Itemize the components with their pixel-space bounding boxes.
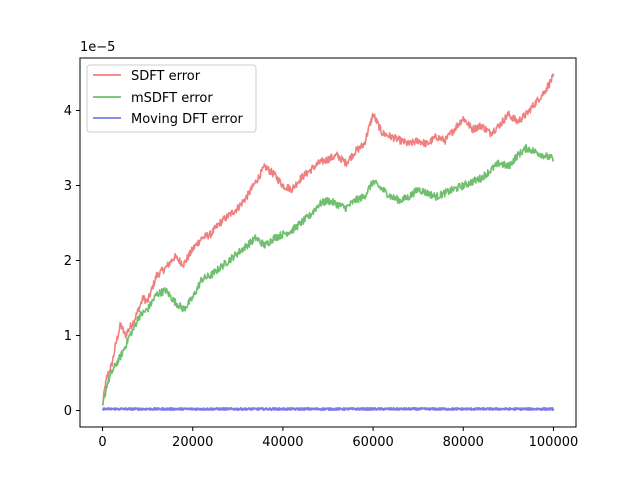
y-tick-label: 4	[64, 104, 72, 119]
y-axis: 0 1 2 3 4	[64, 104, 80, 419]
x-axis: 0 20000 40000 60000 80000 100000	[98, 427, 578, 450]
legend-box	[86, 64, 257, 133]
y-tick-label: 3	[64, 179, 72, 194]
legend-label-msdft: mSDFT error	[131, 91, 213, 106]
series-line-moving-dft	[101, 407, 555, 411]
legend-label-sdft: SDFT error	[131, 69, 201, 84]
series-line-msdft	[101, 143, 555, 405]
x-tick-label: 20000	[172, 435, 213, 450]
x-tick-label: 40000	[262, 435, 303, 450]
legend-label-moving-dft: Moving DFT error	[131, 112, 244, 127]
y-tick-label: 2	[64, 254, 72, 269]
series-layer	[101, 73, 555, 411]
x-tick-label: 60000	[352, 435, 393, 450]
x-tick-label: 0	[98, 435, 106, 450]
legend: SDFT error mSDFT error Moving DFT error	[86, 64, 257, 133]
y-offset-label: 1e−5	[80, 40, 115, 55]
plot-area: 0 20000 40000 60000 80000 100000 0 1 2 3 4 1e−5	[64, 40, 579, 450]
x-tick-label: 100000	[529, 435, 579, 450]
series-line-sdft	[101, 73, 555, 406]
axes-frame	[79, 57, 577, 428]
y-tick-label: 1	[64, 329, 72, 344]
x-tick-label: 80000	[443, 435, 484, 450]
y-tick-label: 0	[64, 404, 72, 419]
